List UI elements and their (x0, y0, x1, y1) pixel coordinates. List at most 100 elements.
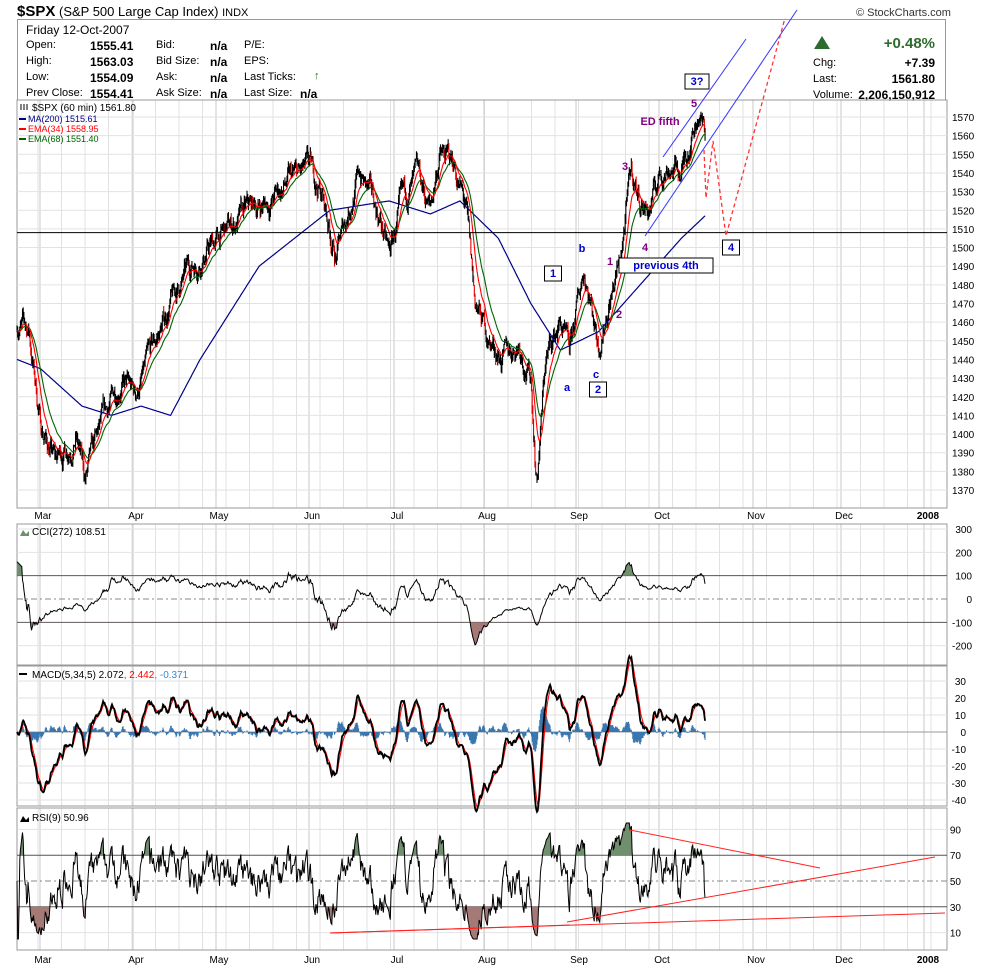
month-label-bottom-Nov: Nov (747, 955, 765, 966)
cci-axis-tick: 0 (966, 595, 972, 606)
wave-label: a (564, 382, 571, 394)
quote-box: Friday 12-Oct-2007 Open: 1555.41 Bid: n/a P/… (17, 19, 946, 102)
month-label-Nov: Nov (747, 511, 765, 522)
price-axis-tick: 1480 (952, 281, 975, 292)
annotation-box (722, 239, 740, 256)
quote-l1-2: Low: (26, 71, 50, 83)
volume-value: 2,206,150,912 (858, 88, 935, 102)
rsi-oversold-fill (17, 906, 706, 939)
ma200-line (16, 200, 706, 417)
annotation-box (544, 265, 562, 282)
rsi-line (16, 822, 706, 940)
macd-axis-tick: -30 (952, 779, 967, 790)
macd-axis-tick: -20 (952, 762, 967, 773)
month-label-bottom-Oct: Oct (654, 955, 670, 966)
rsi-axis-tick: 70 (950, 851, 962, 862)
month-label-bottom-Sep: Sep (570, 955, 588, 966)
quote-v1-3: 1554.41 (90, 87, 134, 101)
area-chart-icon (20, 530, 29, 536)
macd-line (16, 653, 706, 814)
rsi-axis-tick: 10 (950, 929, 962, 940)
legend-item: MA(200) 1515.61 (28, 114, 98, 124)
month-label-Oct: Oct (654, 511, 670, 522)
price-axis-tick: 1510 (952, 225, 975, 236)
macd-legend-part: , 2.442 (124, 670, 155, 681)
price-axis-tick: 1400 (952, 430, 975, 441)
quote-l2-2: Ask: (156, 71, 178, 83)
annotation-box (618, 257, 714, 274)
symbol: $SPX (17, 3, 56, 20)
price-axis-tick: 1530 (952, 188, 975, 199)
macd-axis-tick: -40 (952, 796, 967, 807)
macd-axis-tick: -10 (952, 745, 967, 756)
price-axis-tick: 1460 (952, 318, 975, 329)
price-axis-tick: 1430 (952, 374, 975, 385)
cci-axis-tick: 100 (955, 572, 972, 583)
wave-label: ED fifth (640, 116, 679, 128)
month-label-Dec: Dec (835, 511, 853, 522)
month-label-bottom-May: May (210, 955, 229, 966)
rsi-trendline (629, 829, 821, 869)
rsi-legend: RSI(9) 50.96 (32, 813, 89, 824)
rsi-axis-tick: 30 (950, 903, 962, 914)
quote-l3-2: Last Ticks: (244, 71, 296, 83)
quote-l3-1: EPS: (244, 55, 270, 67)
panel-frame-macd (16, 665, 948, 807)
price-axis-tick: 1490 (952, 262, 975, 273)
price-axis-tick: 1470 (952, 300, 975, 311)
legend-item: EMA(34) 1558.95 (28, 124, 99, 134)
price-axis-tick: 1410 (952, 411, 975, 422)
last-value: 1561.80 (891, 72, 935, 86)
month-label-bottom-Mar: Mar (34, 955, 52, 966)
rsi-trendline (329, 924, 571, 934)
price-axis-tick: 1540 (952, 169, 975, 180)
up-triangle-icon (814, 36, 830, 49)
annotation-box (589, 381, 607, 398)
exchange: INDX (222, 7, 249, 19)
macd-axis-tick: 0 (960, 728, 966, 739)
cci-axis-tick: -100 (952, 618, 972, 629)
cci-axis-tick: 200 (955, 548, 972, 559)
macd-axis-tick: 10 (955, 711, 967, 722)
macd-legend-part: MACD(5,34,5) 2.072 (32, 670, 124, 681)
month-label-bottom-Dec: Dec (835, 955, 853, 966)
rsi-axis-tick: 50 (950, 877, 962, 888)
price-axis-tick: 1550 (952, 150, 975, 161)
line-chart-icon (20, 816, 29, 822)
price-axis-tick: 1570 (952, 113, 975, 124)
wave-label: 1 (550, 268, 556, 280)
chg-label: Chg: (813, 57, 837, 69)
month-label-2008: 2008 (917, 511, 940, 522)
month-label-May: May (210, 511, 229, 522)
brand-link[interactable]: © StockCharts.com (856, 7, 951, 19)
wave-label: 2 (616, 309, 622, 321)
macd-legend: MACD(5,34,5) 2.072, 2.442, -0.371 (32, 670, 189, 681)
bar-chart-icon (20, 104, 28, 110)
last-label: Last: (813, 73, 837, 85)
symbol-name: (S&P 500 Large Cap Index) (58, 4, 219, 19)
month-label-bottom-Apr: Apr (128, 955, 144, 966)
upper-channel-line (662, 38, 747, 158)
wave-label: 3 (622, 161, 628, 173)
annotation-box (684, 73, 710, 90)
quote-v2-3: n/a (210, 87, 228, 101)
quote-l2-0: Bid: (156, 39, 175, 51)
price-axis-tick: 1450 (952, 337, 975, 348)
quote-l3-0: P/E: (244, 39, 265, 51)
month-label-Jun: Jun (304, 511, 320, 522)
macd-axis-tick: 20 (955, 694, 967, 705)
wave-label: b (579, 243, 586, 255)
rsi-axis-tick: 90 (950, 825, 962, 836)
wave-label: 1 (607, 256, 613, 268)
wave-label: c (593, 369, 599, 381)
lower-channel-line (644, 9, 798, 237)
quote-v1-2: 1554.09 (90, 71, 134, 85)
panel-frame-cci (16, 523, 948, 666)
price-axis-tick: 1390 (952, 449, 975, 460)
projection-path (703, 17, 786, 237)
price-axis-tick: 1440 (952, 355, 975, 366)
price-axis-tick: 1560 (952, 132, 975, 143)
macd-histogram (17, 706, 706, 752)
